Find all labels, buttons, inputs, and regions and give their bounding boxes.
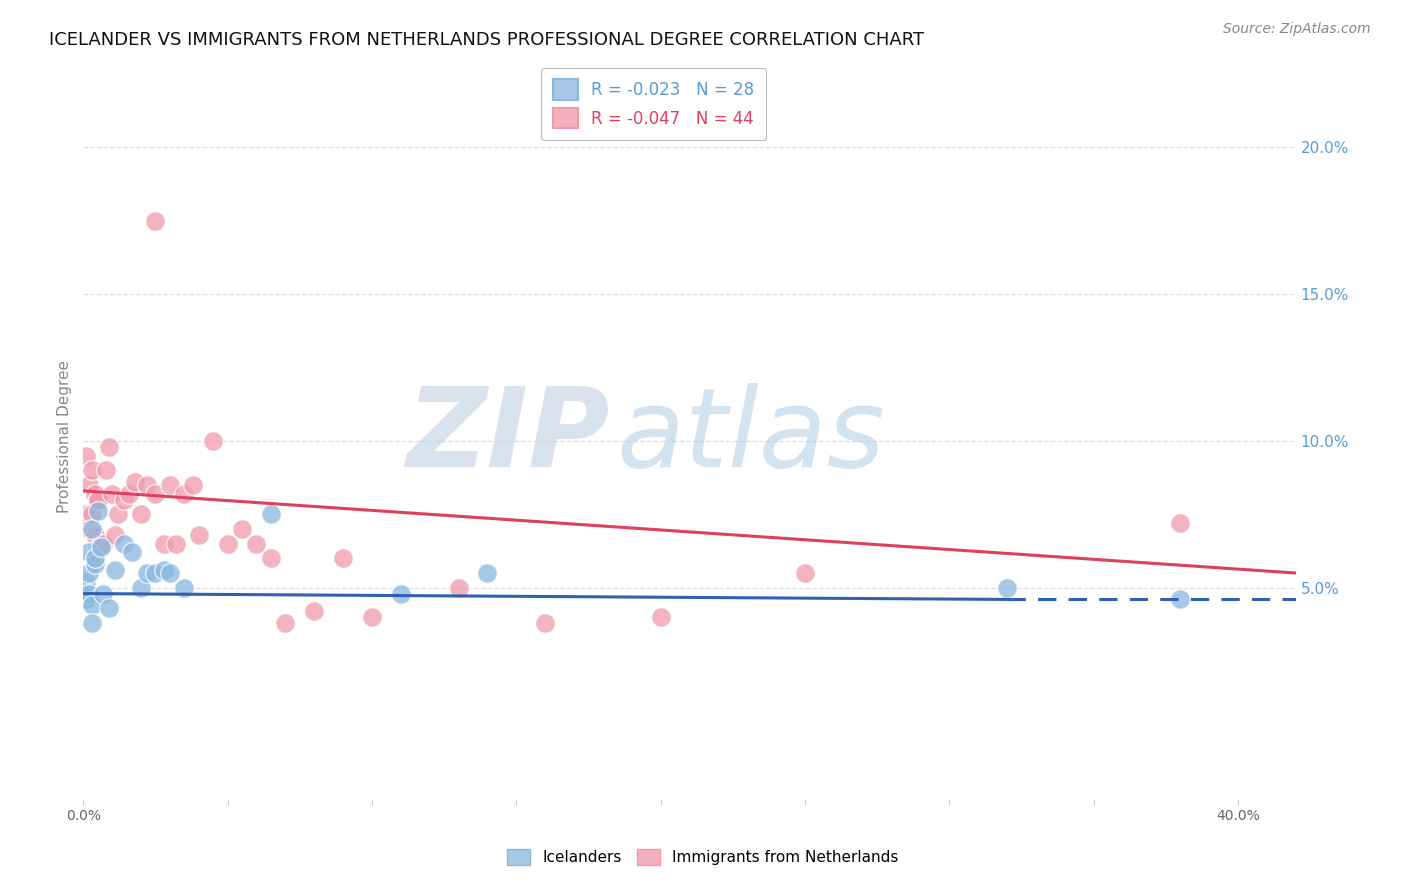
Point	[112, 492, 135, 507]
Point	[83, 528, 105, 542]
Point	[124, 475, 146, 489]
Point	[80, 508, 103, 522]
Legend: Icelanders, Immigrants from Netherlands: Icelanders, Immigrants from Netherlands	[501, 843, 905, 871]
Point	[181, 478, 204, 492]
Point	[93, 536, 115, 550]
Point	[98, 601, 121, 615]
Point	[153, 536, 176, 550]
Point	[77, 566, 100, 580]
Point	[77, 545, 100, 559]
Point	[90, 540, 112, 554]
Point	[83, 551, 105, 566]
Point	[217, 536, 239, 550]
Point	[135, 478, 157, 492]
Point	[129, 581, 152, 595]
Y-axis label: Professional Degree: Professional Degree	[58, 360, 72, 513]
Point	[145, 566, 167, 580]
Point	[159, 566, 181, 580]
Point	[165, 536, 187, 550]
Point	[245, 536, 267, 550]
Point	[274, 615, 297, 630]
Point	[80, 522, 103, 536]
Point	[101, 487, 124, 501]
Text: atlas: atlas	[617, 383, 886, 490]
Point	[93, 586, 115, 600]
Point	[98, 440, 121, 454]
Point	[650, 610, 672, 624]
Point	[87, 492, 110, 507]
Point	[135, 566, 157, 580]
Point	[389, 586, 412, 600]
Point	[104, 563, 127, 577]
Point	[112, 536, 135, 550]
Point	[90, 536, 112, 550]
Point	[96, 463, 118, 477]
Point	[75, 574, 97, 589]
Point	[83, 487, 105, 501]
Point	[361, 610, 384, 624]
Point	[80, 463, 103, 477]
Point	[87, 504, 110, 518]
Point	[145, 213, 167, 227]
Point	[1168, 516, 1191, 530]
Point	[534, 615, 557, 630]
Point	[75, 449, 97, 463]
Point	[75, 592, 97, 607]
Point	[77, 478, 100, 492]
Point	[153, 563, 176, 577]
Point	[231, 522, 253, 536]
Point	[129, 508, 152, 522]
Text: Source: ZipAtlas.com: Source: ZipAtlas.com	[1223, 22, 1371, 37]
Point	[447, 581, 470, 595]
Point	[173, 487, 195, 501]
Point	[1168, 592, 1191, 607]
Point	[145, 487, 167, 501]
Point	[173, 581, 195, 595]
Point	[80, 615, 103, 630]
Point	[260, 508, 283, 522]
Point	[104, 528, 127, 542]
Point	[118, 487, 141, 501]
Point	[995, 581, 1018, 595]
Point	[107, 508, 129, 522]
Point	[80, 599, 103, 613]
Point	[260, 551, 283, 566]
Point	[87, 492, 110, 507]
Point	[477, 566, 499, 580]
Text: ZIP: ZIP	[408, 383, 610, 490]
Point	[83, 558, 105, 572]
Text: ICELANDER VS IMMIGRANTS FROM NETHERLANDS PROFESSIONAL DEGREE CORRELATION CHART: ICELANDER VS IMMIGRANTS FROM NETHERLANDS…	[49, 31, 924, 49]
Point	[77, 586, 100, 600]
Point	[121, 545, 143, 559]
Point	[187, 528, 209, 542]
Point	[202, 434, 225, 448]
Point	[159, 478, 181, 492]
Legend: R = -0.023   N = 28, R = -0.047   N = 44: R = -0.023 N = 28, R = -0.047 N = 44	[541, 68, 766, 140]
Point	[77, 522, 100, 536]
Point	[332, 551, 354, 566]
Point	[793, 566, 815, 580]
Point	[302, 604, 325, 618]
Point	[75, 508, 97, 522]
